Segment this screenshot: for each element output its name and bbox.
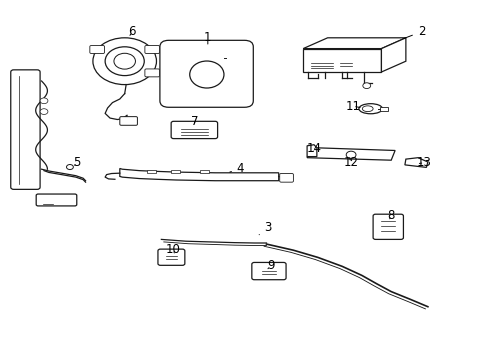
Bar bbox=[171, 170, 180, 173]
Text: 1: 1 bbox=[203, 31, 211, 44]
Polygon shape bbox=[381, 38, 405, 72]
Circle shape bbox=[40, 109, 48, 114]
Text: 3: 3 bbox=[259, 221, 271, 235]
Text: 13: 13 bbox=[416, 156, 431, 169]
Bar bbox=[146, 170, 155, 173]
Ellipse shape bbox=[189, 61, 224, 88]
Circle shape bbox=[93, 38, 156, 85]
FancyBboxPatch shape bbox=[36, 194, 77, 206]
Circle shape bbox=[362, 83, 370, 89]
FancyBboxPatch shape bbox=[144, 69, 159, 77]
FancyBboxPatch shape bbox=[251, 262, 285, 280]
Ellipse shape bbox=[358, 104, 382, 114]
FancyBboxPatch shape bbox=[90, 46, 104, 54]
Text: 2: 2 bbox=[403, 25, 425, 39]
Text: 10: 10 bbox=[165, 243, 180, 256]
Text: 14: 14 bbox=[306, 142, 321, 155]
FancyBboxPatch shape bbox=[372, 214, 403, 239]
Bar bbox=[380, 107, 387, 111]
Bar bbox=[200, 170, 209, 173]
Text: 8: 8 bbox=[386, 209, 394, 222]
Text: 12: 12 bbox=[343, 156, 358, 169]
FancyBboxPatch shape bbox=[279, 174, 293, 182]
Text: 6: 6 bbox=[128, 25, 136, 38]
Polygon shape bbox=[120, 168, 278, 181]
FancyBboxPatch shape bbox=[120, 117, 137, 125]
FancyBboxPatch shape bbox=[158, 249, 184, 265]
FancyBboxPatch shape bbox=[160, 40, 253, 107]
Polygon shape bbox=[303, 49, 381, 72]
Polygon shape bbox=[404, 158, 427, 167]
Text: 7: 7 bbox=[190, 115, 198, 128]
Text: 4: 4 bbox=[229, 162, 244, 175]
Circle shape bbox=[66, 165, 73, 170]
Circle shape bbox=[346, 151, 355, 158]
Circle shape bbox=[105, 47, 144, 76]
Ellipse shape bbox=[362, 106, 372, 112]
Text: 11: 11 bbox=[345, 100, 360, 113]
FancyBboxPatch shape bbox=[11, 70, 40, 189]
FancyBboxPatch shape bbox=[171, 121, 217, 139]
Polygon shape bbox=[306, 145, 316, 157]
Circle shape bbox=[40, 98, 48, 104]
Circle shape bbox=[114, 53, 135, 69]
Text: 9: 9 bbox=[266, 259, 274, 272]
FancyBboxPatch shape bbox=[144, 46, 159, 54]
Text: 5: 5 bbox=[73, 156, 81, 169]
Polygon shape bbox=[306, 148, 394, 160]
Polygon shape bbox=[303, 38, 405, 49]
